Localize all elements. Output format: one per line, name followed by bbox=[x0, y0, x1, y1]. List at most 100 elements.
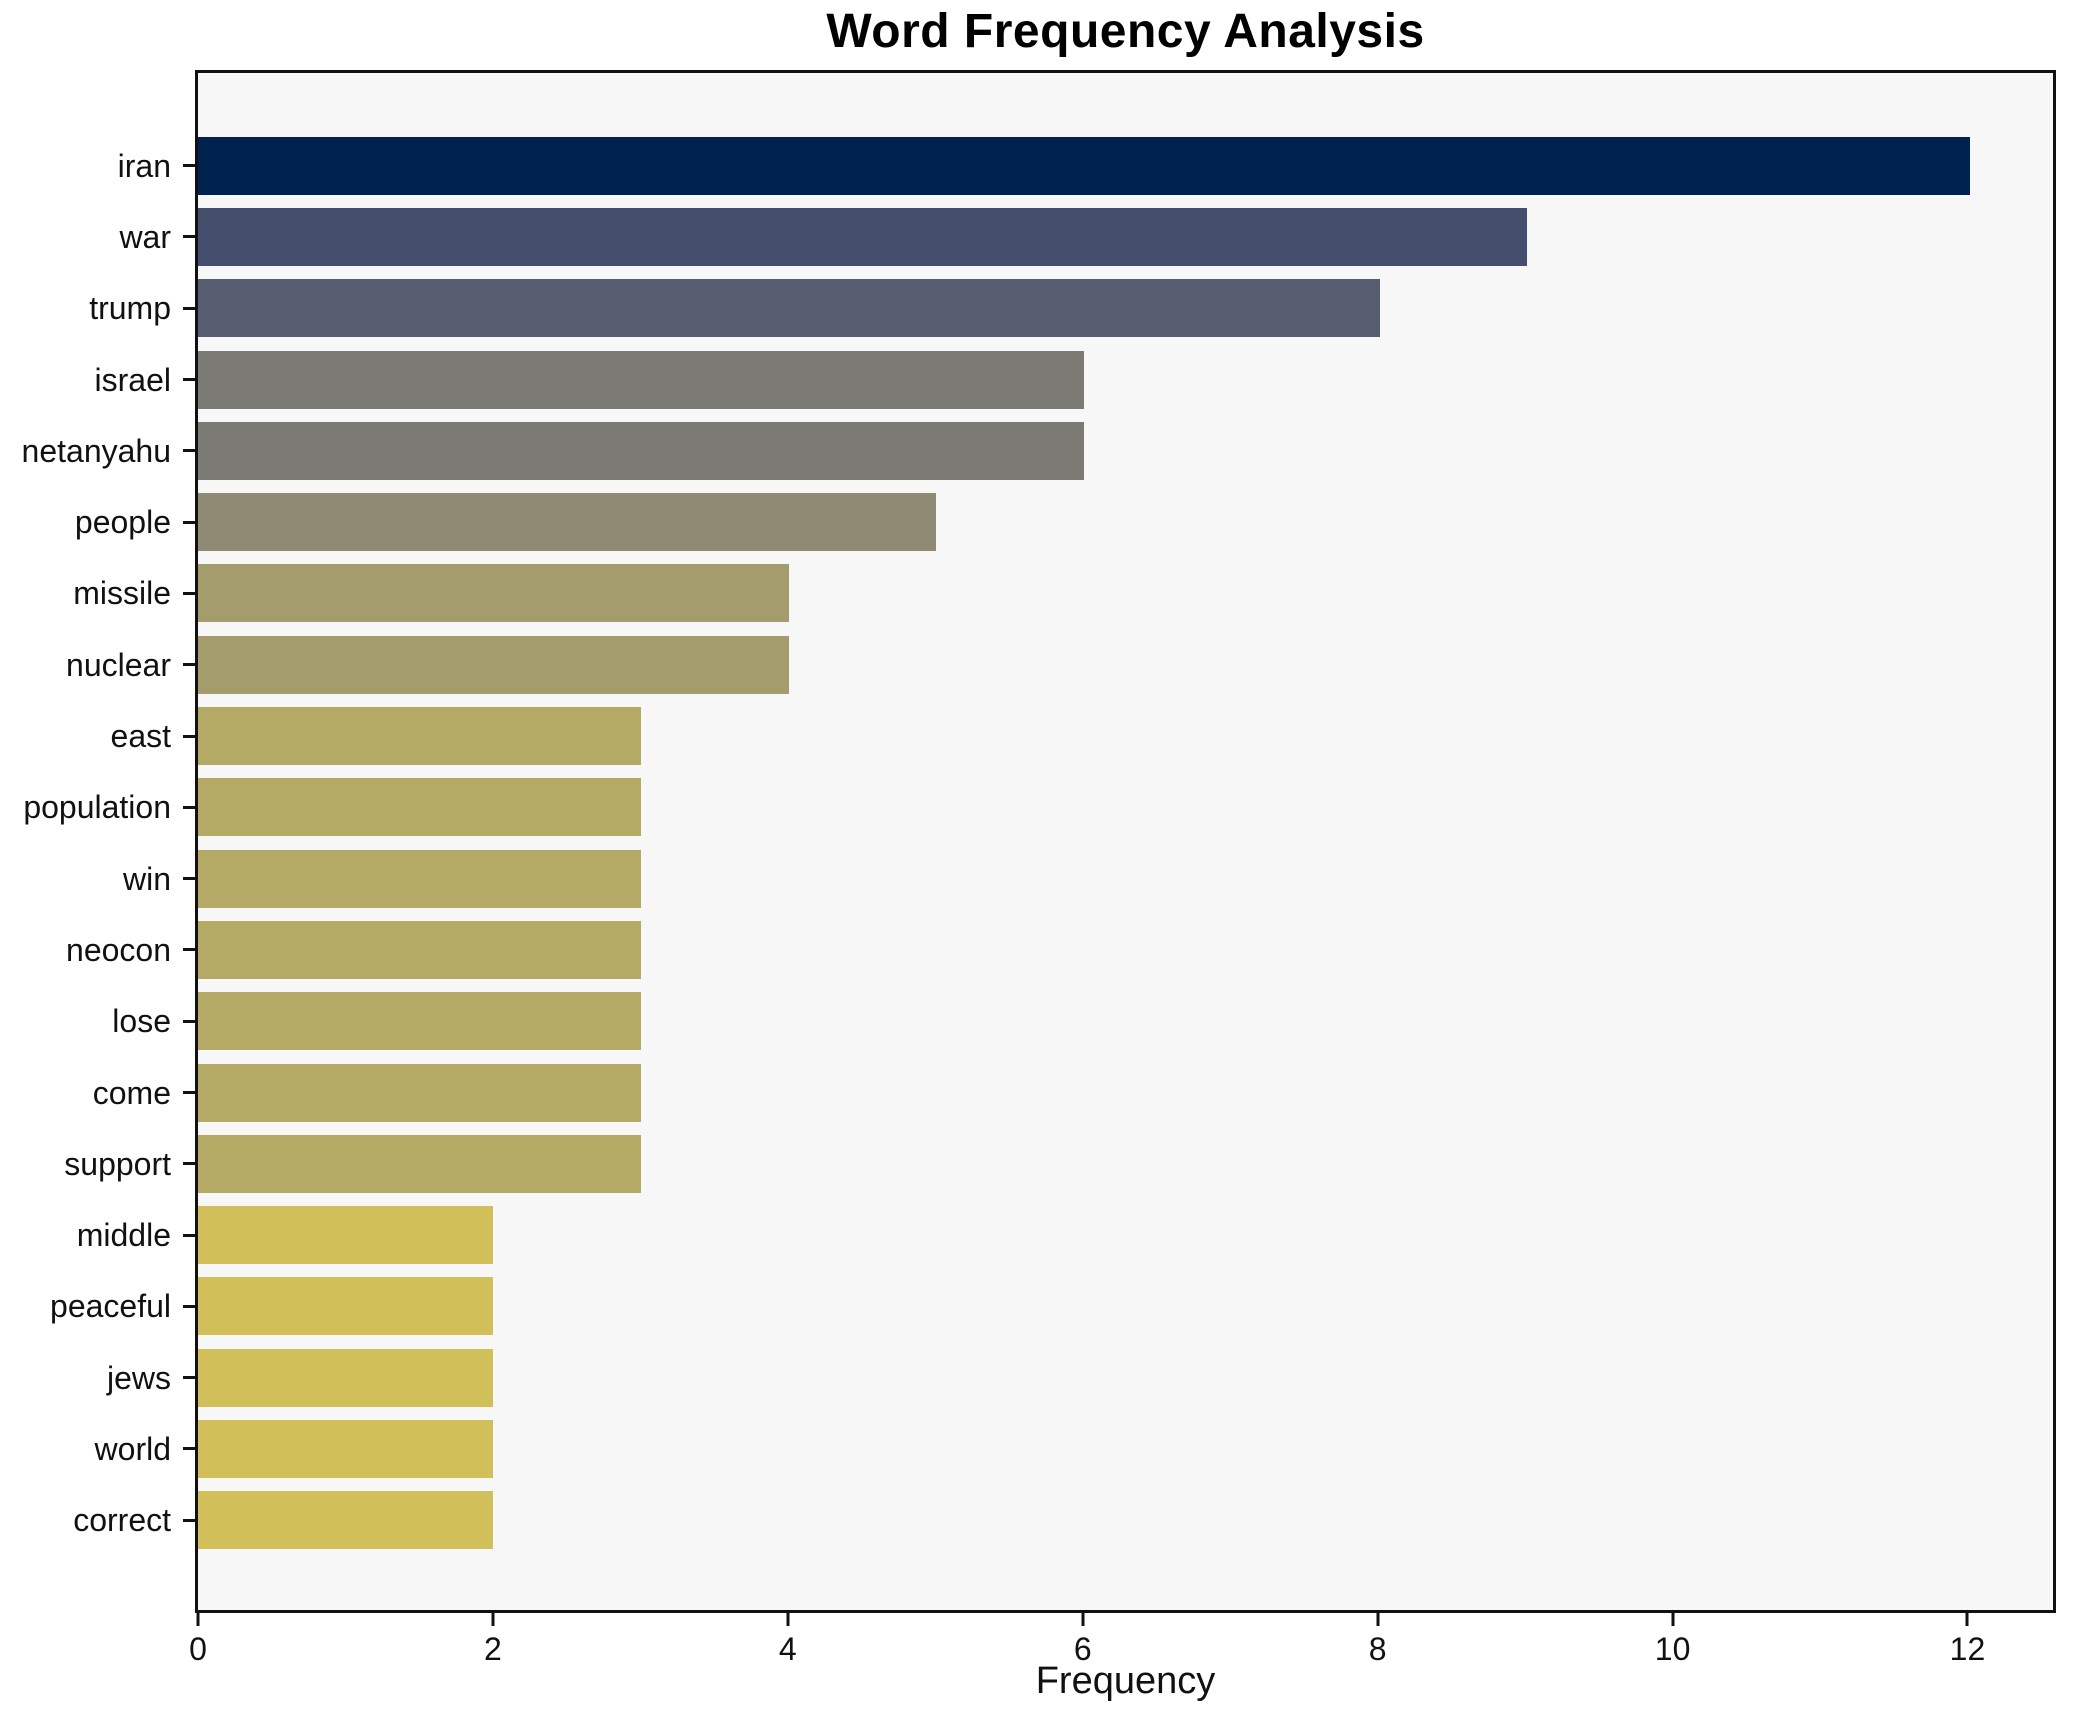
y-tick-mark bbox=[183, 164, 195, 168]
x-tick-mark bbox=[196, 1613, 200, 1626]
bar-track bbox=[198, 201, 2056, 272]
bar-track bbox=[198, 273, 2056, 344]
category-label: war bbox=[119, 218, 171, 255]
x-tick-label: 10 bbox=[1654, 1631, 1691, 1667]
frequency-bar bbox=[198, 778, 642, 837]
y-tick-mark bbox=[183, 1019, 195, 1023]
frequency-bar bbox=[198, 635, 789, 694]
bar-row: peaceful bbox=[0, 1271, 2056, 1342]
category-label: east bbox=[110, 718, 171, 755]
chart-title: Word Frequency Analysis bbox=[826, 5, 1425, 58]
y-tick-mark bbox=[183, 1447, 195, 1451]
bar-track bbox=[198, 558, 2056, 629]
bar-row: trump bbox=[0, 273, 2056, 344]
bar-track bbox=[198, 1485, 2056, 1556]
y-tick-mark bbox=[183, 805, 195, 809]
y-tick-mark bbox=[183, 1518, 195, 1522]
bar-track bbox=[198, 772, 2056, 843]
y-tick-mark bbox=[183, 306, 195, 310]
y-tick-mark bbox=[183, 591, 195, 595]
bar-row: missile bbox=[0, 558, 2056, 629]
frequency-bar bbox=[198, 564, 789, 623]
bar-row: netanyahu bbox=[0, 415, 2056, 486]
frequency-bar bbox=[198, 849, 642, 908]
bar-track bbox=[198, 1199, 2056, 1270]
frequency-bar bbox=[198, 920, 642, 979]
bar-track bbox=[198, 843, 2056, 914]
category-label: lose bbox=[112, 1003, 171, 1040]
frequency-bar bbox=[198, 1419, 494, 1478]
bar-track bbox=[198, 914, 2056, 985]
y-tick-mark bbox=[183, 877, 195, 881]
bar-track bbox=[198, 130, 2056, 201]
frequency-bar bbox=[198, 207, 1528, 266]
category-label: middle bbox=[76, 1217, 171, 1254]
y-tick-mark bbox=[183, 1376, 195, 1380]
x-tick-label: 4 bbox=[778, 1631, 797, 1667]
bar-row: east bbox=[0, 700, 2056, 771]
category-label: trump bbox=[89, 290, 171, 327]
frequency-bar bbox=[198, 707, 642, 766]
bar-track bbox=[198, 1057, 2056, 1128]
x-tick-label: 2 bbox=[484, 1631, 502, 1667]
frequency-bar bbox=[198, 1277, 494, 1336]
frequency-bar bbox=[198, 421, 1085, 480]
frequency-bar bbox=[198, 279, 1380, 338]
y-tick-mark bbox=[183, 663, 195, 667]
x-tick-mark bbox=[1965, 1613, 1969, 1626]
frequency-bar bbox=[198, 1063, 642, 1122]
bar-track bbox=[198, 986, 2056, 1057]
bar-rows: iran war trump israel netanyahu people missile… bbox=[0, 130, 2056, 1556]
bar-row: iran bbox=[0, 130, 2056, 201]
x-tick-label: 0 bbox=[189, 1631, 207, 1667]
category-label: missile bbox=[73, 575, 171, 612]
bar-row: nuclear bbox=[0, 629, 2056, 700]
bar-track bbox=[198, 486, 2056, 557]
category-label: iran bbox=[117, 147, 171, 184]
bar-row: come bbox=[0, 1057, 2056, 1128]
category-label: correct bbox=[73, 1502, 171, 1539]
y-tick-mark bbox=[183, 1091, 195, 1094]
frequency-bar bbox=[198, 1491, 494, 1550]
x-tick-label: 8 bbox=[1368, 1631, 1387, 1667]
bar-track bbox=[198, 1342, 2056, 1413]
bar-track bbox=[198, 629, 2056, 700]
frequency-bar bbox=[198, 136, 1971, 195]
x-axis-label: Frequency bbox=[1035, 1660, 1216, 1702]
frequency-bar bbox=[198, 350, 1085, 409]
frequency-bar bbox=[198, 1134, 642, 1193]
y-tick-mark bbox=[183, 1162, 195, 1166]
y-tick-mark bbox=[183, 948, 195, 952]
category-label: come bbox=[92, 1074, 171, 1111]
bar-row: support bbox=[0, 1128, 2056, 1199]
x-tick-mark bbox=[491, 1613, 495, 1626]
x-tick-mark bbox=[1081, 1613, 1085, 1626]
y-tick-mark bbox=[183, 449, 195, 453]
category-label: nuclear bbox=[66, 646, 171, 683]
y-tick-mark bbox=[183, 734, 195, 738]
bar-track bbox=[198, 344, 2056, 415]
category-label: people bbox=[74, 504, 171, 541]
category-label: population bbox=[23, 789, 171, 826]
bar-row: population bbox=[0, 772, 2056, 843]
bar-row: middle bbox=[0, 1199, 2056, 1270]
bar-track bbox=[198, 1271, 2056, 1342]
category-label: neocon bbox=[66, 931, 171, 968]
frequency-bar bbox=[198, 992, 642, 1051]
bar-row: world bbox=[0, 1413, 2056, 1484]
bar-row: israel bbox=[0, 344, 2056, 415]
bar-track bbox=[198, 1413, 2056, 1484]
bar-track bbox=[198, 415, 2056, 486]
bar-track bbox=[198, 700, 2056, 771]
category-label: world bbox=[94, 1430, 171, 1467]
x-tick-mark bbox=[1671, 1613, 1675, 1626]
y-tick-mark bbox=[183, 520, 195, 524]
category-label: netanyahu bbox=[21, 432, 171, 469]
bar-row: win bbox=[0, 843, 2056, 914]
bar-row: correct bbox=[0, 1485, 2056, 1556]
x-tick-label: 12 bbox=[1949, 1631, 1986, 1667]
y-tick-mark bbox=[183, 1233, 195, 1237]
category-label: israel bbox=[94, 361, 171, 398]
category-label: peaceful bbox=[50, 1288, 171, 1325]
